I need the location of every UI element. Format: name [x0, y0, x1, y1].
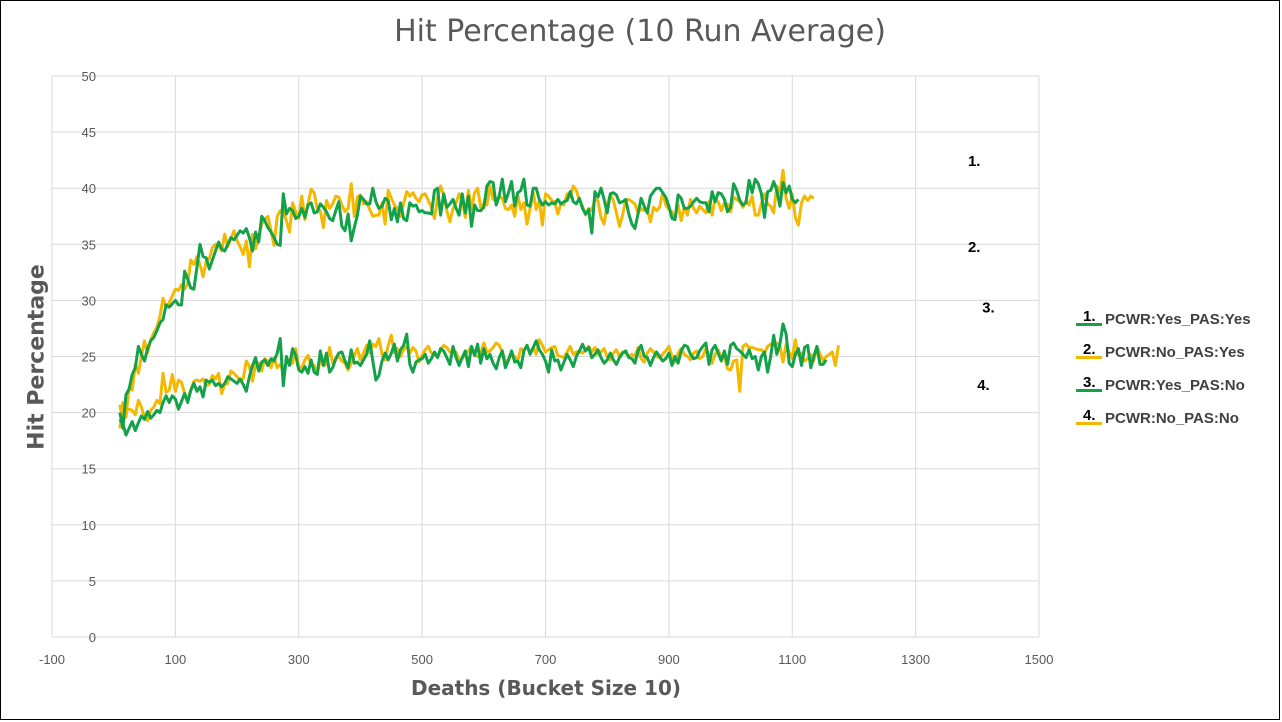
legend-label: PCWR:No_PAS:Yes: [1105, 344, 1245, 361]
y-tick-label: 20: [82, 406, 96, 421]
y-tick-label: 0: [89, 630, 96, 645]
x-tick-label: 700: [535, 652, 557, 667]
line-annotations: 1. 2. 3. 4.: [968, 153, 995, 394]
legend: 1. PCWR:Yes_PAS:Yes 2. PCWR:No_PAS:Yes 3. PCW…: [1076, 308, 1276, 440]
legend-swatch: [1076, 356, 1102, 359]
y-tick-label: 15: [82, 462, 96, 477]
legend-item-2: 2. PCWR:No_PAS:Yes: [1076, 341, 1276, 374]
chart-title: Hit Percentage (10 Run Average): [394, 14, 886, 49]
legend-label: PCWR:Yes_PAS:Yes: [1105, 311, 1251, 328]
y-tick-label: 10: [82, 518, 96, 533]
legend-swatch: [1076, 389, 1102, 392]
series-line-3: [118, 322, 828, 437]
annotation-4: 4.: [977, 377, 990, 394]
legend-number: 4.: [1083, 407, 1096, 424]
y-tick-label: 35: [82, 237, 96, 252]
x-axis-label: Deaths (Bucket Size 10): [410, 676, 682, 700]
y-tick-label: 5: [89, 574, 96, 589]
y-tick-label: 40: [82, 181, 96, 196]
legend-number: 3.: [1083, 374, 1096, 391]
legend-swatch: [1076, 323, 1102, 326]
legend-label: PCWR:Yes_PAS:No: [1105, 377, 1245, 394]
legend-item-1: 1. PCWR:Yes_PAS:Yes: [1076, 308, 1276, 341]
x-tick-label: 1500: [1025, 652, 1054, 667]
x-tick-label: 500: [411, 652, 433, 667]
x-tick-label: 1100: [778, 652, 806, 667]
y-tick-label: 45: [82, 125, 96, 140]
y-tick-label: 30: [82, 293, 96, 308]
series-lines: [118, 168, 840, 437]
legend-number: 1.: [1083, 308, 1096, 325]
x-tick-label: 100: [165, 652, 187, 667]
annotation-2: 2.: [968, 239, 981, 256]
legend-number: 2.: [1083, 341, 1096, 358]
x-tick-label: 300: [288, 652, 310, 667]
legend-item-3: 3. PCWR:Yes_PAS:No: [1076, 374, 1276, 407]
y-tick-label: 25: [82, 350, 96, 365]
x-tick-label: -100: [39, 652, 65, 667]
gridlines: [51, 75, 1040, 638]
x-tick-label: 900: [658, 652, 680, 667]
legend-label: PCWR:No_PAS:No: [1105, 410, 1239, 427]
legend-item-4: 4. PCWR:No_PAS:No: [1076, 407, 1276, 440]
series-line-1: [118, 177, 800, 430]
y-tick-labels: 0 5 10 15 20 25 30 35 40 45 50: [82, 69, 96, 645]
y-tick-label: 50: [82, 69, 96, 84]
annotation-1: 1.: [968, 153, 981, 170]
x-tick-label: 1300: [901, 652, 930, 667]
legend-swatch: [1076, 422, 1102, 425]
annotation-3: 3.: [982, 300, 995, 317]
x-tick-labels: -100 100 300 500 700 900 1100 1300 1500: [39, 652, 1053, 667]
